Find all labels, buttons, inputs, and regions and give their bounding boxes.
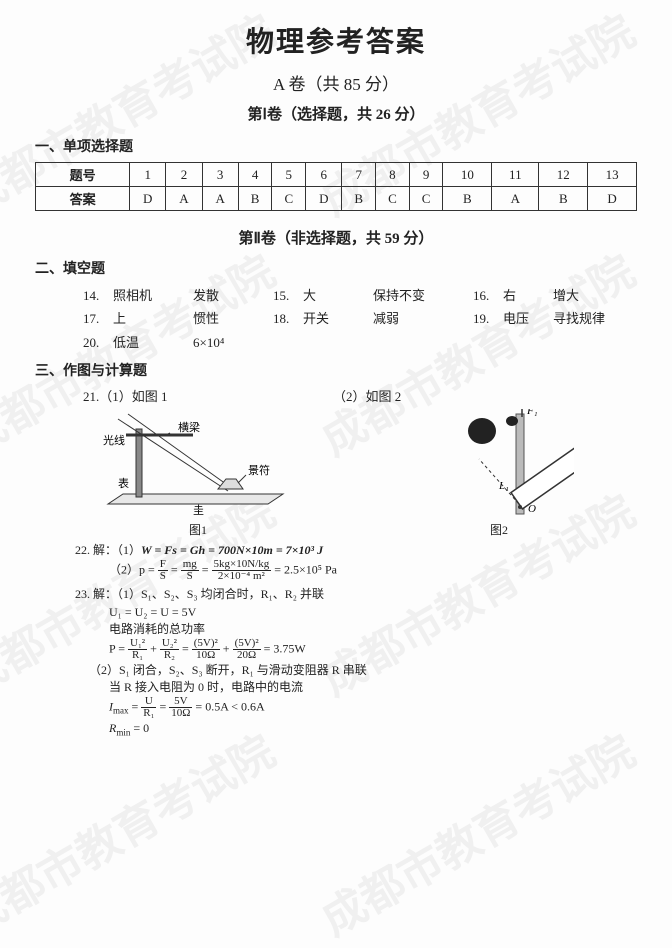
fig1-label: 图1 — [98, 521, 298, 538]
q21a: 21.（1）如图 1 — [83, 386, 333, 405]
section2-header: 二、填空题 — [35, 258, 637, 278]
title-sub2: 第Ⅰ卷（选择题，共 26 分） — [35, 103, 637, 124]
fig2-label: 图2 — [424, 521, 574, 538]
figure-2: F₁ L₁ O 图2 — [424, 409, 574, 538]
svg-text:O: O — [528, 503, 536, 515]
answer-table: 题号 1 2 3 4 5 6 7 8 9 10 11 12 13 答案 D A … — [35, 162, 637, 211]
figure-row: 光线 横梁 景符 表 圭 图1 — [35, 409, 637, 538]
q23-solution: 23. 解：（1）S₁、S₂、S₃ 均闭合时，R₁、R₂ 并联 U₁ = U₂ … — [75, 586, 637, 736]
svg-text:表: 表 — [118, 476, 129, 490]
svg-text:景符: 景符 — [248, 464, 270, 477]
table-row-answers: 答案 D A A B C D B C C B A B D — [36, 187, 637, 211]
svg-text:F₁: F₁ — [526, 409, 538, 417]
section2-title: 第Ⅱ卷（非选择题，共 59 分） — [35, 227, 637, 248]
fig1-light-label: 光线 — [103, 433, 125, 447]
title-main: 物理参考答案 — [35, 20, 637, 60]
svg-text:横梁: 横梁 — [178, 420, 200, 434]
q21b: （2）如图 2 — [333, 386, 401, 405]
row-label: 答案 — [36, 187, 130, 211]
section3-header: 三、作图与计算题 — [35, 360, 637, 380]
title-sub1: A 卷（共 85 分） — [35, 70, 637, 95]
fill-blanks: 14. 照相机 发散 15. 大 保持不变 16. 右 增大 17. 上 惯性 … — [83, 284, 637, 354]
svg-text:圭: 圭 — [193, 504, 204, 517]
row-label: 题号 — [36, 163, 130, 187]
table-row-nums: 题号 1 2 3 4 5 6 7 8 9 10 11 12 13 — [36, 163, 637, 187]
figure-1: 光线 横梁 景符 表 圭 图1 — [98, 409, 298, 538]
section1-header: 一、单项选择题 — [35, 136, 637, 156]
svg-text:L₁: L₁ — [498, 480, 509, 492]
q22-solution: 22. 解：（1）W = Fs = Gh = 700N×10m = 7×10³ … — [75, 542, 637, 582]
